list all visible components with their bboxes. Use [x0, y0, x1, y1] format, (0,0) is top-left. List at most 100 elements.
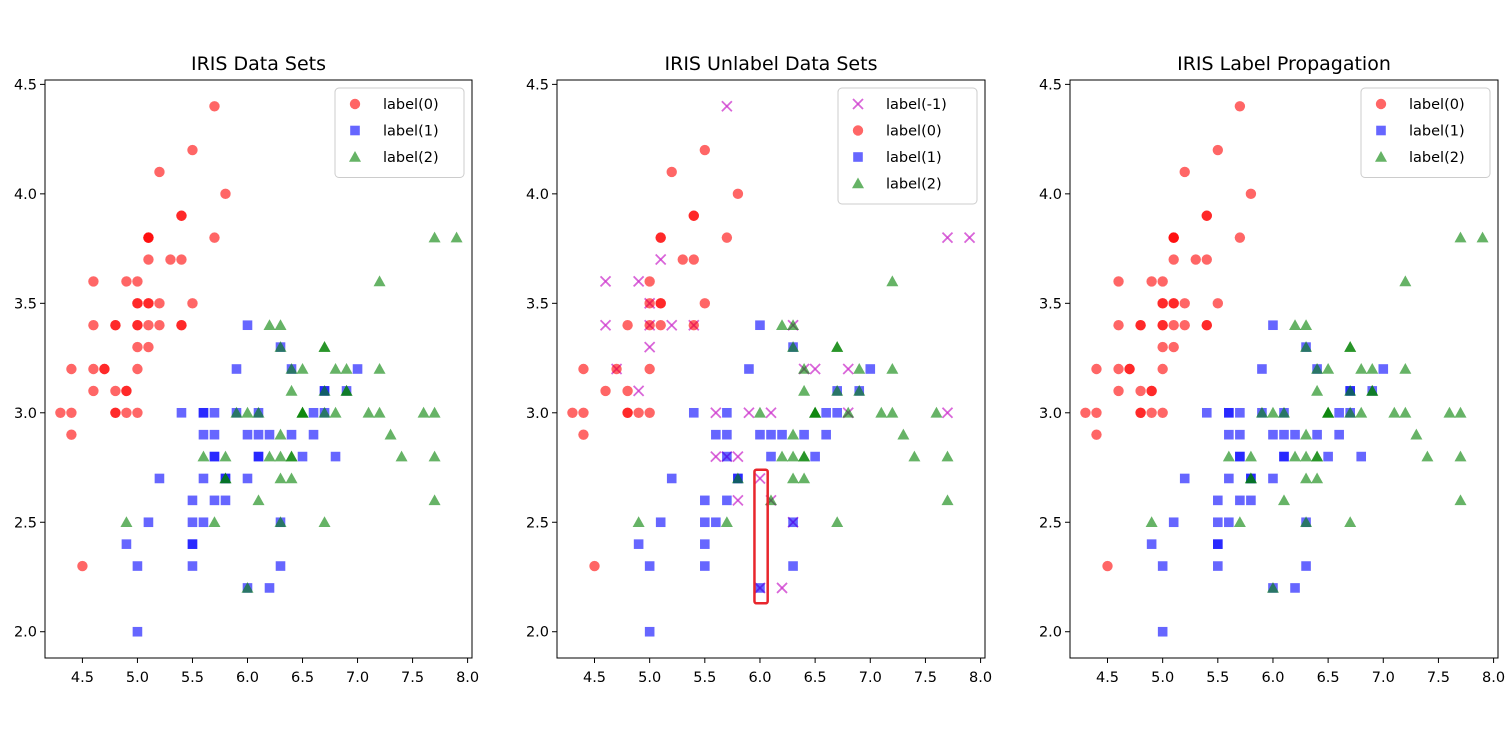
data-point — [154, 320, 165, 331]
data-point — [417, 406, 430, 418]
data-point — [1410, 428, 1423, 440]
data-point — [1300, 341, 1313, 352]
data-point — [263, 450, 276, 462]
data-point — [1213, 539, 1223, 549]
data-point — [230, 406, 243, 418]
data-point — [66, 363, 77, 375]
data-point — [121, 407, 132, 418]
data-point — [699, 144, 711, 156]
y-tick-label: 2.0 — [526, 625, 549, 641]
data-point — [340, 363, 353, 374]
y-tick-label: 4.0 — [526, 187, 549, 203]
data-point — [755, 583, 765, 593]
data-point — [1179, 320, 1190, 331]
data-point — [395, 450, 408, 462]
data-point — [1355, 363, 1368, 374]
data-point — [963, 231, 976, 244]
data-point — [384, 428, 397, 440]
data-point — [197, 450, 210, 462]
data-point — [1355, 406, 1368, 418]
data-point — [1145, 516, 1158, 528]
data-point — [308, 407, 319, 418]
data-point — [798, 363, 811, 374]
data-point — [132, 363, 143, 375]
legend-label: label(2) — [886, 177, 942, 193]
y-tick-label: 4.5 — [1039, 77, 1062, 93]
data-point — [1113, 363, 1124, 375]
data-point — [799, 429, 809, 440]
data-point — [787, 319, 800, 331]
data-point — [1146, 385, 1157, 397]
data-point — [1421, 450, 1434, 462]
legend-label: label(2) — [1409, 150, 1465, 166]
data-point — [711, 429, 721, 440]
data-point — [1312, 429, 1322, 440]
data-point — [1278, 406, 1290, 418]
data-point — [1322, 406, 1335, 418]
data-point — [132, 298, 143, 309]
data-point — [655, 253, 667, 266]
series-label(0) — [1080, 101, 1257, 572]
data-point — [187, 144, 198, 156]
y-tick-label: 3.5 — [526, 296, 549, 312]
data-point — [1157, 363, 1168, 375]
data-point — [722, 429, 732, 440]
legend-label: label(0) — [383, 97, 439, 113]
data-point — [788, 517, 798, 528]
data-point — [776, 450, 789, 462]
data-point — [1454, 494, 1467, 506]
data-point — [1388, 406, 1401, 418]
data-point — [1311, 450, 1324, 462]
legend-marker — [853, 152, 863, 162]
data-point — [1201, 320, 1212, 331]
data-point — [77, 560, 88, 572]
y-tick-label: 4.0 — [14, 187, 37, 203]
data-point — [209, 101, 220, 112]
data-point — [187, 539, 198, 549]
data-point — [66, 407, 77, 418]
data-point — [765, 407, 777, 419]
data-point — [688, 210, 699, 221]
data-point — [154, 473, 165, 484]
data-point — [231, 364, 242, 374]
data-point — [700, 495, 710, 506]
data-point — [753, 406, 766, 418]
data-point — [731, 472, 744, 484]
data-point — [578, 363, 589, 375]
data-point — [1366, 363, 1379, 374]
data-point — [941, 494, 954, 506]
data-point — [776, 319, 789, 331]
data-point — [721, 100, 733, 112]
series-label(2) — [632, 275, 954, 528]
data-point — [1157, 320, 1168, 331]
data-point — [285, 472, 298, 484]
x-tick-label: 5.0 — [126, 670, 149, 686]
legend-marker — [852, 125, 864, 136]
data-point — [1244, 450, 1257, 462]
data-point — [842, 406, 855, 418]
data-point — [809, 363, 821, 375]
data-point — [1454, 450, 1467, 462]
data-point — [831, 341, 844, 352]
data-point — [677, 254, 688, 265]
data-point — [88, 320, 99, 331]
data-point — [1246, 495, 1256, 506]
data-point — [132, 561, 143, 571]
data-point — [886, 406, 899, 418]
data-point — [88, 276, 99, 287]
data-point — [1290, 583, 1300, 593]
legend-marker — [852, 177, 864, 189]
axes-frame — [1069, 79, 1499, 659]
legend-label: label(0) — [1409, 97, 1465, 113]
data-point — [1224, 407, 1234, 418]
data-point — [1168, 341, 1179, 353]
data-point — [809, 406, 822, 418]
data-point — [143, 517, 154, 528]
legend: label(0) label(1) label(2) — [1360, 87, 1491, 178]
data-point — [787, 428, 800, 440]
data-point — [352, 364, 363, 374]
data-point — [1201, 210, 1212, 221]
data-point — [209, 407, 220, 418]
data-point — [219, 472, 232, 484]
